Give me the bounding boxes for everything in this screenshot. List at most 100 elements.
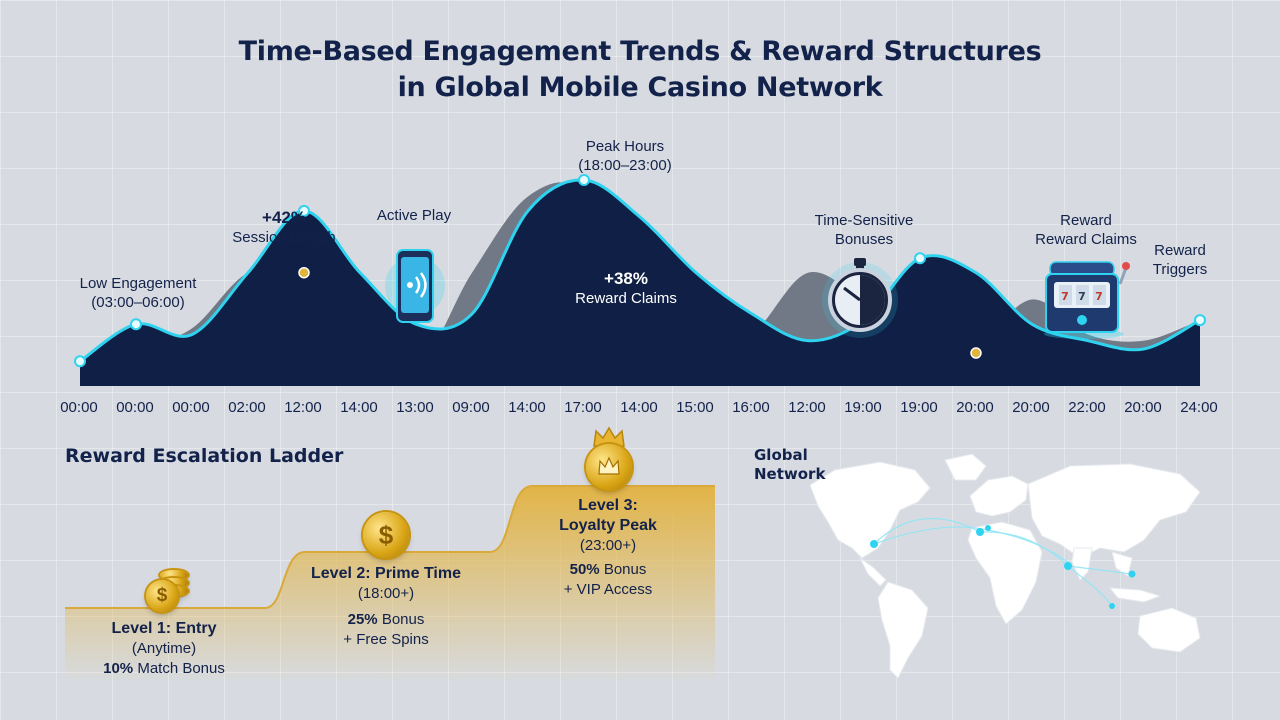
x-tick-label: 00:00 — [172, 399, 210, 416]
ladder-steps — [65, 485, 715, 685]
low-engagement-range: (03:00–06:00) — [91, 294, 185, 311]
level-3-perk: 50% Bonus — [528, 560, 688, 580]
level-1-perk-bold: 10% — [103, 660, 134, 677]
series-primary-line — [79, 178, 1201, 363]
x-tick-label: 13:00 — [396, 399, 434, 416]
phone-icon — [385, 249, 445, 323]
india — [1071, 547, 1093, 581]
svg-text:7: 7 — [1061, 290, 1069, 303]
reward-claims-value: +38% — [604, 269, 648, 288]
reward-claims-label: Reward Claims — [575, 290, 677, 307]
svg-text:7: 7 — [1078, 290, 1086, 303]
data-point — [914, 252, 926, 265]
crown-icon — [598, 456, 620, 475]
crown-medal-icon — [586, 444, 632, 490]
x-tick-label: 20:00 — [1012, 399, 1050, 416]
europe — [969, 475, 1029, 517]
page-title: Time-Based Engagement Trends & Reward St… — [0, 34, 1280, 106]
x-tick-label: 00:00 — [60, 399, 98, 416]
engagement-chart: 00:00 00:00 00:00 02:00 12:00 14:00 13:00 09:00… — [60, 174, 1218, 416]
x-tick-label: 19:00 — [844, 399, 882, 416]
active-play-callout: Active Play — [354, 206, 474, 225]
x-tick-label: 20:00 — [1124, 399, 1162, 416]
coin-stack-icon: $ — [146, 568, 194, 614]
reward-claims-callout: +38% Reward Claims — [556, 269, 696, 308]
reward-claims-2-line-1: Reward — [1060, 212, 1112, 229]
level-3-name-2: Loyalty Peak — [559, 517, 657, 534]
time-sensitive-callout: Time-Sensitive Bonuses — [794, 211, 934, 249]
low-engagement-callout: Low Engagement (03:00–06:00) — [58, 274, 218, 312]
x-tick-label: 24:00 — [1180, 399, 1218, 416]
x-tick-label: 20:00 — [956, 399, 994, 416]
level-3-name: Level 3: — [578, 497, 638, 514]
level-3-perk-2: + VIP Access — [563, 581, 653, 598]
x-tick-label: 02:00 — [228, 399, 266, 416]
reward-triggers-line-1: Reward — [1154, 242, 1206, 259]
ladder-title: Reward Escalation Ladder — [65, 445, 344, 467]
north-america — [809, 461, 931, 559]
x-tick-label: 14:00 — [508, 399, 546, 416]
x-tick-label: 17:00 — [564, 399, 602, 416]
data-point — [578, 174, 590, 186]
level-2: Level 2: Prime Time (18:00+) 25% Bonus +… — [296, 564, 476, 650]
asia — [1027, 463, 1201, 559]
level-2-perk-text: Bonus — [377, 611, 425, 628]
south-america — [877, 581, 929, 679]
crown-icon — [593, 426, 625, 447]
level-3-sub: (23:00+) — [579, 537, 637, 554]
level-1: Level 1: Entry (Anytime) 10% Match Bonus — [84, 619, 244, 679]
x-tick-label: 09:00 — [452, 399, 490, 416]
data-point — [298, 204, 310, 217]
level-1-perk: 10% Match Bonus — [84, 659, 244, 679]
data-point — [130, 318, 142, 331]
session-length-label: Session Length — [232, 229, 336, 246]
x-tick-label: 00:00 — [116, 399, 154, 416]
greenland — [944, 453, 987, 481]
australia — [1137, 607, 1201, 653]
x-tick-label: 19:00 — [900, 399, 938, 416]
time-sensitive-line-1: Time-Sensitive — [814, 212, 914, 229]
level-3-perk-text: Bonus — [599, 561, 647, 578]
level-1-name: Level 1: Entry — [111, 620, 217, 637]
africa — [967, 521, 1043, 625]
map-label: Global Network — [754, 446, 825, 484]
peak-hours-range: (18:00–23:00) — [578, 157, 672, 174]
level-2-perk-bold: 25% — [347, 611, 378, 628]
time-sensitive-line-2: Bonuses — [834, 231, 894, 248]
low-engagement-label: Low Engagement — [79, 275, 197, 292]
level-1-sub: (Anytime) — [131, 640, 197, 657]
reward-claims-2-line-2: Reward Claims — [1035, 231, 1137, 248]
x-tick-label: 15:00 — [676, 399, 714, 416]
slot-machine-icon: 7 7 7 — [1044, 261, 1130, 339]
world-map — [809, 453, 1201, 679]
x-tick-label: 16:00 — [732, 399, 770, 416]
highlight-point — [970, 347, 982, 359]
coin-icon: $ — [146, 580, 178, 612]
level-3-perk-bold: 50% — [569, 561, 600, 578]
indonesia — [1108, 587, 1162, 603]
reward-triggers-line-2: Triggers — [1152, 261, 1208, 278]
x-tick-label: 14:00 — [340, 399, 378, 416]
map-label-line-2: Network — [754, 465, 826, 483]
x-tick-label: 14:00 — [620, 399, 658, 416]
x-tick-label: 12:00 — [788, 399, 826, 416]
level-3: Level 3: Loyalty Peak (23:00+) 50% Bonus… — [528, 496, 688, 600]
map-label-line-1: Global — [754, 446, 808, 464]
session-length-value: +42% — [262, 208, 306, 227]
data-point — [1194, 314, 1206, 327]
level-2-sub: (18:00+) — [357, 585, 415, 602]
x-tick-label: 22:00 — [1068, 399, 1106, 416]
level-2-perk: 25% Bonus — [296, 610, 476, 630]
data-point — [74, 355, 86, 368]
svg-text:7: 7 — [1095, 290, 1103, 303]
southeast-asia — [1111, 551, 1133, 577]
peak-hours-callout: Peak Hours (18:00–23:00) — [555, 137, 695, 175]
reward-triggers-callout: Reward Triggers — [1140, 241, 1220, 279]
level-2-perk-2: + Free Spins — [343, 631, 429, 648]
session-length-callout: +42% Session Length — [214, 208, 354, 247]
stopwatch-icon — [822, 258, 898, 338]
peak-hours-label: Peak Hours — [585, 138, 665, 155]
title-line-2: in Global Mobile Casino Network — [397, 72, 883, 103]
title-line-1: Time-Based Engagement Trends & Reward St… — [238, 36, 1042, 67]
reward-claims-callout-2: Reward Reward Claims — [1016, 211, 1156, 249]
